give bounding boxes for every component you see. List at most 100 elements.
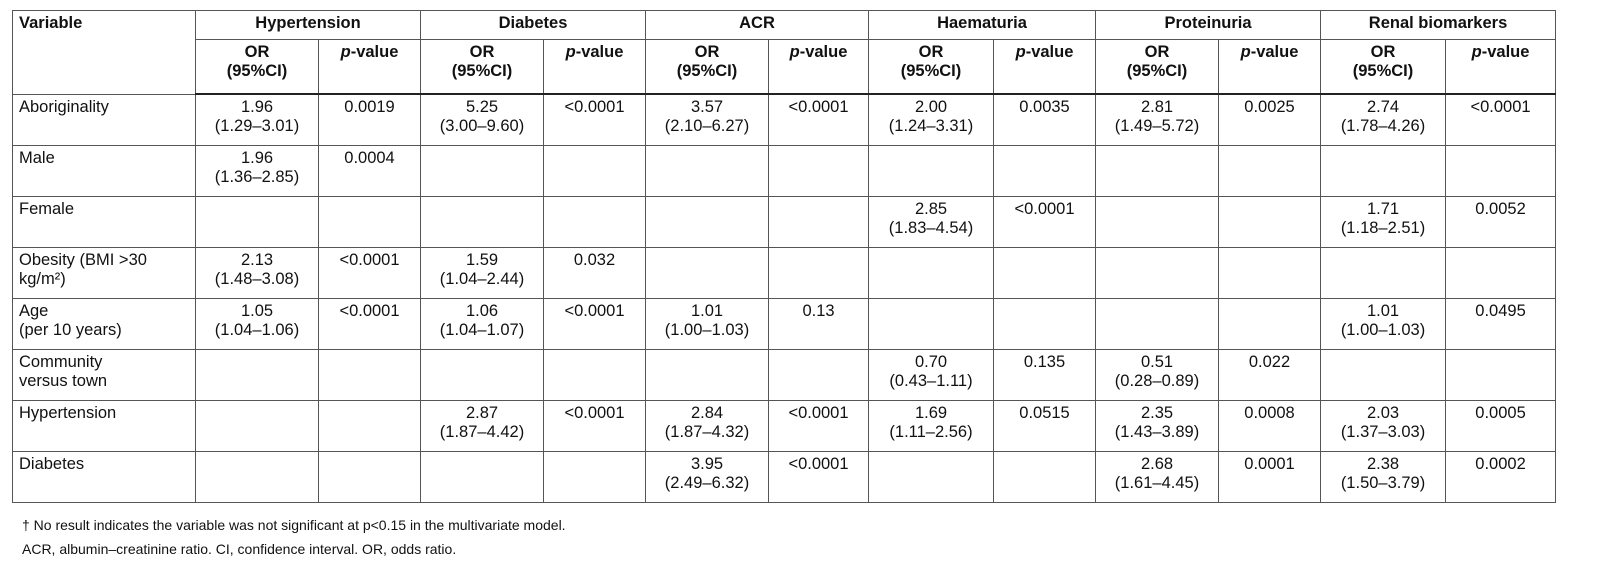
- data-row: Male 1.96 (1.36–2.85) 0.0004: [12, 145, 1557, 197]
- p-value-cell: [1217, 247, 1322, 299]
- or-label: OR (95%CI): [451, 43, 513, 80]
- p-value-cell: [543, 145, 646, 197]
- p-value-cell: [768, 145, 869, 197]
- or-cell: 2.68 (1.61–4.45): [1095, 451, 1219, 503]
- confidence-interval: (1.43–3.89): [1114, 423, 1200, 441]
- confidence-interval: (1.29–3.01): [214, 117, 300, 135]
- p-value-cell: <0.0001: [318, 298, 421, 350]
- header-group: Proteinuria: [1094, 10, 1322, 40]
- p-value-cell: 0.0035: [993, 93, 1096, 146]
- variable-cell: Male: [12, 145, 196, 197]
- or-label: OR (95%CI): [1352, 43, 1414, 80]
- header-group: Diabetes: [420, 10, 646, 40]
- p-value-cell: [543, 451, 646, 503]
- p-value-cell: [318, 196, 421, 248]
- odds-ratio: 1.59: [465, 251, 499, 269]
- or-cell: 1.71 (1.18–2.51): [1320, 196, 1447, 248]
- p-value-cell: <0.0001: [768, 400, 869, 452]
- p-value-cell: [543, 196, 646, 248]
- or-cell: [1095, 247, 1219, 299]
- or-cell: 1.06 (1.04–1.07): [420, 298, 544, 350]
- odds-ratio: 2.38: [1366, 455, 1400, 473]
- confidence-interval: (1.11–2.56): [889, 423, 973, 441]
- or-cell: 2.13 (1.48–3.08): [195, 247, 319, 299]
- confidence-interval: (1.87–4.42): [439, 423, 525, 441]
- p-value-cell: [1217, 298, 1322, 350]
- p-value-cell: 0.0001: [1217, 451, 1322, 503]
- odds-ratio: 2.84: [690, 404, 724, 422]
- confidence-interval: (1.48–3.08): [214, 270, 300, 288]
- data-row: Hypertension 2.87 (1.87–4.42) <0.0001 2.84 (1…: [12, 400, 1557, 452]
- odds-ratio: 2.00: [914, 98, 948, 116]
- or-cell: [420, 145, 544, 197]
- p-value-cell: [1217, 196, 1322, 248]
- p-value-cell: [993, 298, 1096, 350]
- confidence-interval: (1.00–1.03): [1340, 321, 1426, 339]
- odds-ratio: 1.01: [1366, 302, 1400, 320]
- p-value-cell: 0.032: [543, 247, 646, 299]
- odds-ratio: 0.70: [914, 353, 948, 371]
- p-value-cell: 0.0008: [1217, 400, 1322, 452]
- or-cell: 1.01 (1.00–1.03): [1320, 298, 1447, 350]
- p-value-cell: 0.0002: [1445, 451, 1557, 503]
- subheader-row: OR (95%CI) p-value OR (95%CI) p-value OR (95…: [13, 39, 1557, 95]
- or-cell: 2.84 (1.87–4.32): [645, 400, 769, 452]
- or-cell: [868, 451, 994, 503]
- or-label: OR (95%CI): [226, 43, 288, 80]
- or-cell: 1.05 (1.04–1.06): [195, 298, 319, 350]
- odds-ratio: 1.05: [240, 302, 274, 320]
- p-value-cell: [1217, 145, 1322, 197]
- or-cell: 3.95 (2.49–6.32): [645, 451, 769, 503]
- p-value-cell: <0.0001: [1445, 93, 1557, 146]
- header-p: p-value: [768, 39, 869, 95]
- odds-ratio: 2.68: [1140, 455, 1174, 473]
- odds-ratio: 1.01: [690, 302, 724, 320]
- p-value-cell: 0.0025: [1217, 93, 1322, 146]
- confidence-interval: (2.10–6.27): [664, 117, 750, 135]
- p-value-cell: <0.0001: [993, 196, 1096, 248]
- p-label: p-value: [565, 43, 624, 61]
- footnotes: † No result indicates the variable was n…: [22, 513, 566, 561]
- data-row: Aboriginality 1.96 (1.29–3.01) 0.0019 5.25 (3…: [12, 93, 1557, 146]
- or-cell: [195, 349, 319, 401]
- or-cell: 2.03 (1.37–3.03): [1320, 400, 1447, 452]
- confidence-interval: (1.87–4.32): [664, 423, 750, 441]
- confidence-interval: (1.00–1.03): [664, 321, 750, 339]
- or-cell: 2.35 (1.43–3.89): [1095, 400, 1219, 452]
- odds-ratio: 1.96: [240, 98, 274, 116]
- or-cell: [420, 349, 544, 401]
- data-row: Diabetes 3.95 (2.49–6.32) <0.0001 2.68 (1.61–…: [12, 451, 1557, 503]
- or-cell: 3.57 (2.10–6.27): [645, 93, 769, 146]
- variable-cell: Hypertension: [12, 400, 196, 452]
- p-label: p-value: [1471, 43, 1530, 61]
- p-value-cell: [318, 400, 421, 452]
- confidence-interval: (1.61–4.45): [1114, 474, 1200, 492]
- p-value-cell: [1445, 349, 1557, 401]
- p-value-cell: 0.0515: [993, 400, 1096, 452]
- odds-ratio: 1.71: [1366, 200, 1400, 218]
- confidence-interval: (1.49–5.72): [1114, 117, 1200, 135]
- confidence-interval: (1.04–1.07): [439, 321, 525, 339]
- confidence-interval: (1.04–1.06): [214, 321, 300, 339]
- variable-cell: Aboriginality: [12, 93, 196, 146]
- p-value-cell: [993, 145, 1096, 197]
- p-value-cell: [768, 247, 869, 299]
- odds-ratio: 1.96: [240, 149, 274, 167]
- p-value-cell: [768, 349, 869, 401]
- data-row: Obesity (BMI >30 kg/m²) 2.13 (1.48–3.08) <0…: [12, 247, 1557, 299]
- results-table: Variable Hypertension Diabetes ACR Haematuri…: [12, 10, 1557, 503]
- footnote: † No result indicates the variable was n…: [22, 517, 566, 533]
- confidence-interval: (2.49–6.32): [664, 474, 750, 492]
- or-cell: [195, 400, 319, 452]
- p-label: p-value: [1240, 43, 1299, 61]
- odds-ratio: 2.35: [1140, 404, 1174, 422]
- or-cell: 1.59 (1.04–2.44): [420, 247, 544, 299]
- p-value-cell: 0.0004: [318, 145, 421, 197]
- variable-cell: Female: [12, 196, 196, 248]
- or-cell: 2.00 (1.24–3.31): [868, 93, 994, 146]
- header-or: OR (95%CI): [420, 39, 544, 95]
- p-value-cell: <0.0001: [543, 298, 646, 350]
- p-label: p-value: [340, 43, 399, 61]
- or-cell: [195, 451, 319, 503]
